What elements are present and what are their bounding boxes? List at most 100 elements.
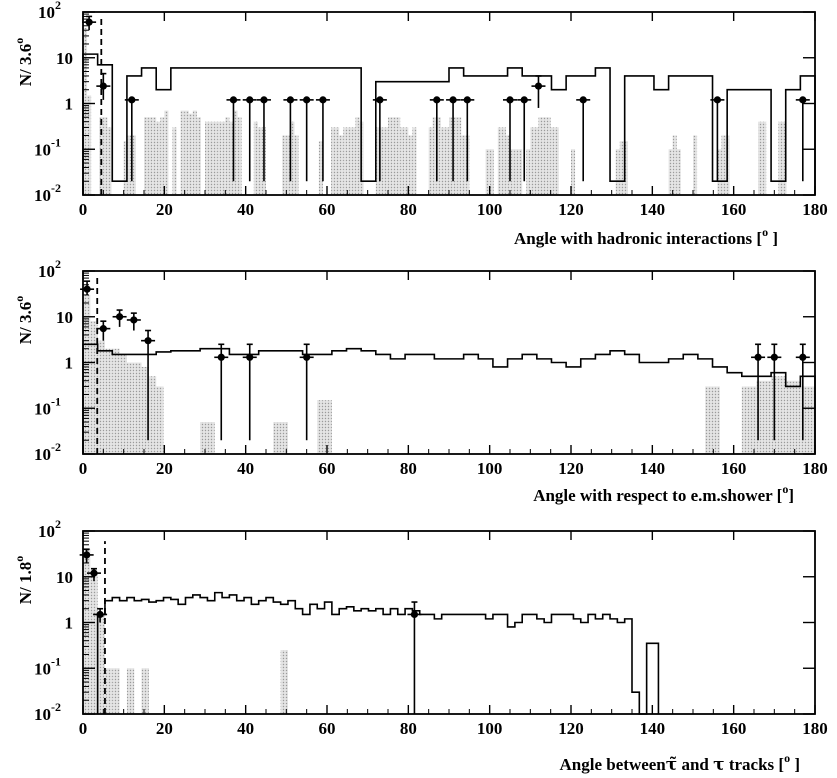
shaded-bar-2-0: [83, 549, 91, 714]
x-tick-label-1-8: 160: [721, 459, 747, 478]
shaded-bar-0-16: [148, 117, 153, 195]
shaded-bar-0-33: [217, 121, 222, 195]
shaded-bar-0-131: [615, 149, 620, 195]
xlabel-degree-1: o: [782, 482, 788, 496]
y-tick-base-2-4: 10: [38, 522, 55, 541]
data-point-1-10: [795, 343, 810, 441]
y-tick-label-2-3: 10: [56, 568, 73, 587]
y-tick-base-0-4: 10: [38, 3, 55, 22]
data-point-2-0: [79, 548, 94, 563]
xlabel-degree-0: o: [762, 225, 768, 239]
x-ticks-1: 0 20 40 60 80 100 120 140 160 180: [79, 271, 828, 478]
x-tick-label-0-6: 120: [558, 200, 584, 219]
marker-0-9: [376, 96, 384, 104]
x-tick-label-1-5: 100: [477, 459, 503, 478]
shaded-bar-0-72: [375, 127, 380, 195]
x-tick-label-1-1: 20: [156, 459, 173, 478]
x-tick-label-2-6: 120: [558, 719, 584, 738]
shaded-bar-0-15: [144, 117, 149, 195]
y-tick-exponent-0-1: -1: [51, 135, 61, 149]
data-point-0-15: [531, 75, 546, 108]
marker-0-12: [463, 96, 471, 104]
y-tick-exponent-1-0: -2: [51, 440, 61, 454]
marker-0-15: [534, 82, 543, 90]
x-tick-label-0-7: 140: [640, 200, 666, 219]
shaded-bar-1-6: [126, 362, 135, 454]
shaded-bar-1-5: [119, 354, 127, 454]
y-tick-exponent-1-1: -1: [51, 394, 61, 408]
panel-hadronic-interactions: N/ 3.6o Angle with hadronic interactions…: [12, 0, 828, 248]
marker-0-1: [99, 82, 107, 90]
xlabel-mid-2: and: [677, 755, 713, 774]
shaded-bar-0-42: [253, 121, 258, 195]
ylabel-2: N/ 1.8o: [12, 556, 35, 605]
shaded-bar-1-9: [148, 376, 157, 454]
y-tick-label-0-0: 10-2: [34, 181, 61, 205]
shaded-bar-0-64: [343, 127, 348, 195]
x-tick-label-1-0: 0: [79, 459, 88, 478]
x-tick-label-0-3: 60: [319, 200, 336, 219]
shaded-bar-0-106: [514, 149, 519, 195]
ylabel-text-2: N/ 1.8: [16, 562, 35, 605]
x-tick-label-1-4: 80: [400, 459, 417, 478]
shaded-bar-1-7: [134, 362, 142, 454]
shaded-bar-0-25: [184, 110, 189, 195]
xlabel-0: Angle with hadronic interactions [o ]: [514, 225, 778, 248]
shaded-bar-1-12: [273, 422, 288, 454]
data-point-0-17: [710, 96, 725, 182]
xlabel-symbol-b-2: τ: [713, 755, 724, 775]
shaded-bar-0-91: [453, 117, 458, 195]
x-tick-label-2-1: 20: [156, 719, 173, 738]
xlabel-tail-2: tracks [: [725, 755, 785, 774]
shaded-bar-0-113: [542, 117, 547, 195]
marker-0-7: [303, 96, 311, 104]
shaded-bar-0-79: [404, 127, 409, 195]
shaded-bar-1-15: [741, 386, 757, 454]
y-tick-label-0-3: 10: [56, 49, 73, 68]
marker-1-7: [303, 353, 311, 361]
y-tick-base-0-2: 1: [65, 95, 74, 114]
shaded-bar-0-77: [396, 117, 401, 195]
y-tick-label-2-1: 10-1: [34, 654, 61, 678]
marker-0-8: [319, 96, 327, 104]
shaded-bar-0-104: [505, 135, 510, 195]
y-tick-base-0-0: 10: [34, 186, 51, 205]
shaded-bar-1-3: [104, 348, 113, 454]
data-point-0-9: [372, 96, 387, 182]
x-tick-label-1-3: 60: [319, 459, 336, 478]
ylabel-degree-1: o: [12, 296, 26, 302]
y-tick-exponent-2-1: -1: [51, 654, 61, 668]
shaded-bar-0-49: [282, 135, 287, 195]
outline-histogram-1: [82, 343, 816, 454]
xlabel-degree-2: o: [784, 751, 790, 765]
shaded-bar-0-120: [571, 149, 576, 195]
shaded-bar-0-11: [127, 135, 132, 195]
shaded-bar-1-8: [141, 366, 149, 454]
shaded-bar-0-17: [152, 117, 157, 195]
marker-1-1: [99, 325, 107, 333]
data-point-0-13: [503, 96, 517, 182]
x-tick-label-2-0: 0: [79, 719, 88, 738]
x-tick-label-1-7: 140: [640, 459, 666, 478]
y-tick-label-0-4: 102: [38, 0, 61, 22]
shaded-bar-1-2: [97, 340, 105, 454]
y-tick-label-2-4: 102: [38, 517, 61, 541]
shaded-bar-0-172: [782, 121, 787, 195]
shaded-bar-0-100: [489, 149, 494, 195]
x-tick-label-2-9: 180: [802, 719, 828, 738]
xlabel-text-2: Angle between: [560, 755, 667, 774]
x-tick-label-2-4: 80: [400, 719, 417, 738]
shaded-bar-0-89: [444, 127, 449, 195]
shaded-bar-0-12: [131, 135, 136, 195]
shaded-bar-0-102: [497, 127, 502, 195]
shaded-bar-0-1: [87, 95, 92, 195]
shaded-bar-0-26: [188, 113, 193, 195]
x-tick-label-0-1: 20: [156, 200, 173, 219]
shaded-bar-0-67: [355, 117, 360, 195]
shaded-bar-0-38: [237, 117, 242, 195]
shaded-bar-0-166: [758, 121, 763, 195]
data-point-0-18: [795, 96, 810, 182]
shaded-bar-0-145: [672, 135, 677, 195]
shaded-bar-0-107: [518, 149, 523, 195]
